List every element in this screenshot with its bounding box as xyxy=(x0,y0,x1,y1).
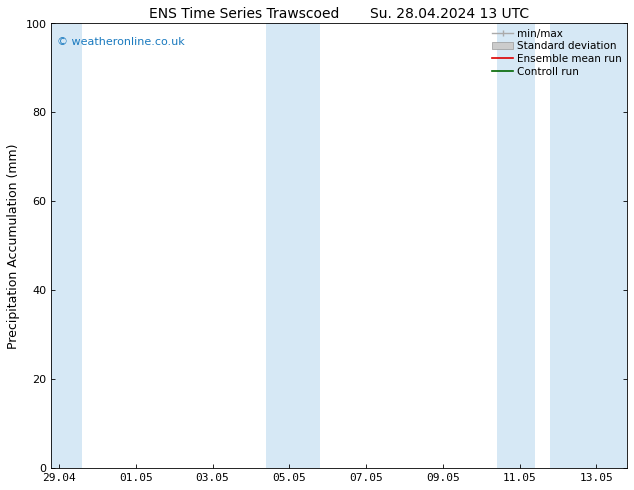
Y-axis label: Precipitation Accumulation (mm): Precipitation Accumulation (mm) xyxy=(7,143,20,348)
Bar xyxy=(496,24,535,468)
Title: ENS Time Series Trawscoed       Su. 28.04.2024 13 UTC: ENS Time Series Trawscoed Su. 28.04.2024… xyxy=(149,7,529,21)
Text: © weatheronline.co.uk: © weatheronline.co.uk xyxy=(57,37,185,47)
Legend: min/max, Standard deviation, Ensemble mean run, Controll run: min/max, Standard deviation, Ensemble me… xyxy=(490,26,624,78)
Bar xyxy=(550,24,627,468)
Bar xyxy=(266,24,320,468)
Bar xyxy=(51,24,82,468)
